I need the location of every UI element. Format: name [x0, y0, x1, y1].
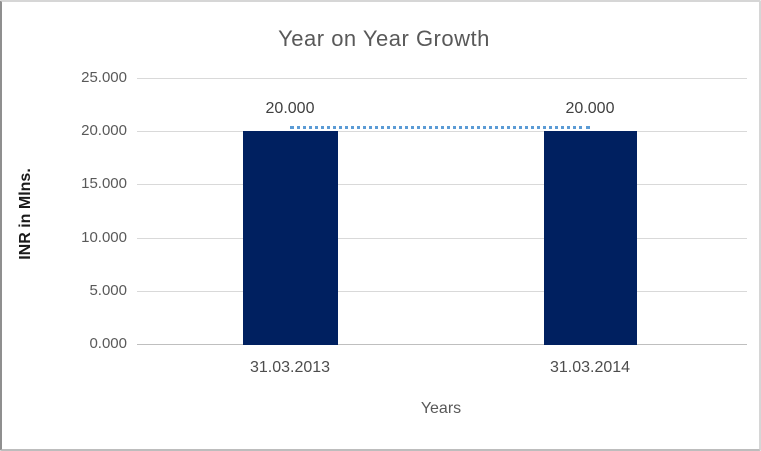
- x-axis-title: Years: [420, 400, 462, 417]
- y-axis-tick-label: 5.000: [89, 282, 127, 299]
- gridline-20000: [137, 131, 747, 132]
- x-axis-tick-label: 31.03.2014: [549, 359, 631, 376]
- y-axis-tick-label: 0.000: [89, 335, 127, 352]
- chart-title: Year on Year Growth: [278, 26, 490, 51]
- bar-2014[interactable]: [544, 131, 637, 345]
- data-label: 20.000: [265, 100, 315, 117]
- bar-2013[interactable]: [243, 131, 338, 345]
- y-axis-tick-label: 20.000: [81, 122, 127, 139]
- x-axis-line: [137, 344, 747, 345]
- gridline-15000: [137, 184, 747, 185]
- gridline-5000: [137, 291, 747, 292]
- gridline-10000: [137, 238, 747, 239]
- y-axis-tick-label: 15.000: [81, 175, 127, 192]
- x-axis-tick-label: 31.03.2013: [249, 359, 331, 376]
- gridline-25000: [137, 78, 747, 79]
- trend-line[interactable]: [290, 126, 590, 129]
- y-axis-tick-label: 10.000: [81, 229, 127, 246]
- y-axis-tick-label: 25.000: [81, 69, 127, 86]
- data-label: 20.000: [565, 100, 615, 117]
